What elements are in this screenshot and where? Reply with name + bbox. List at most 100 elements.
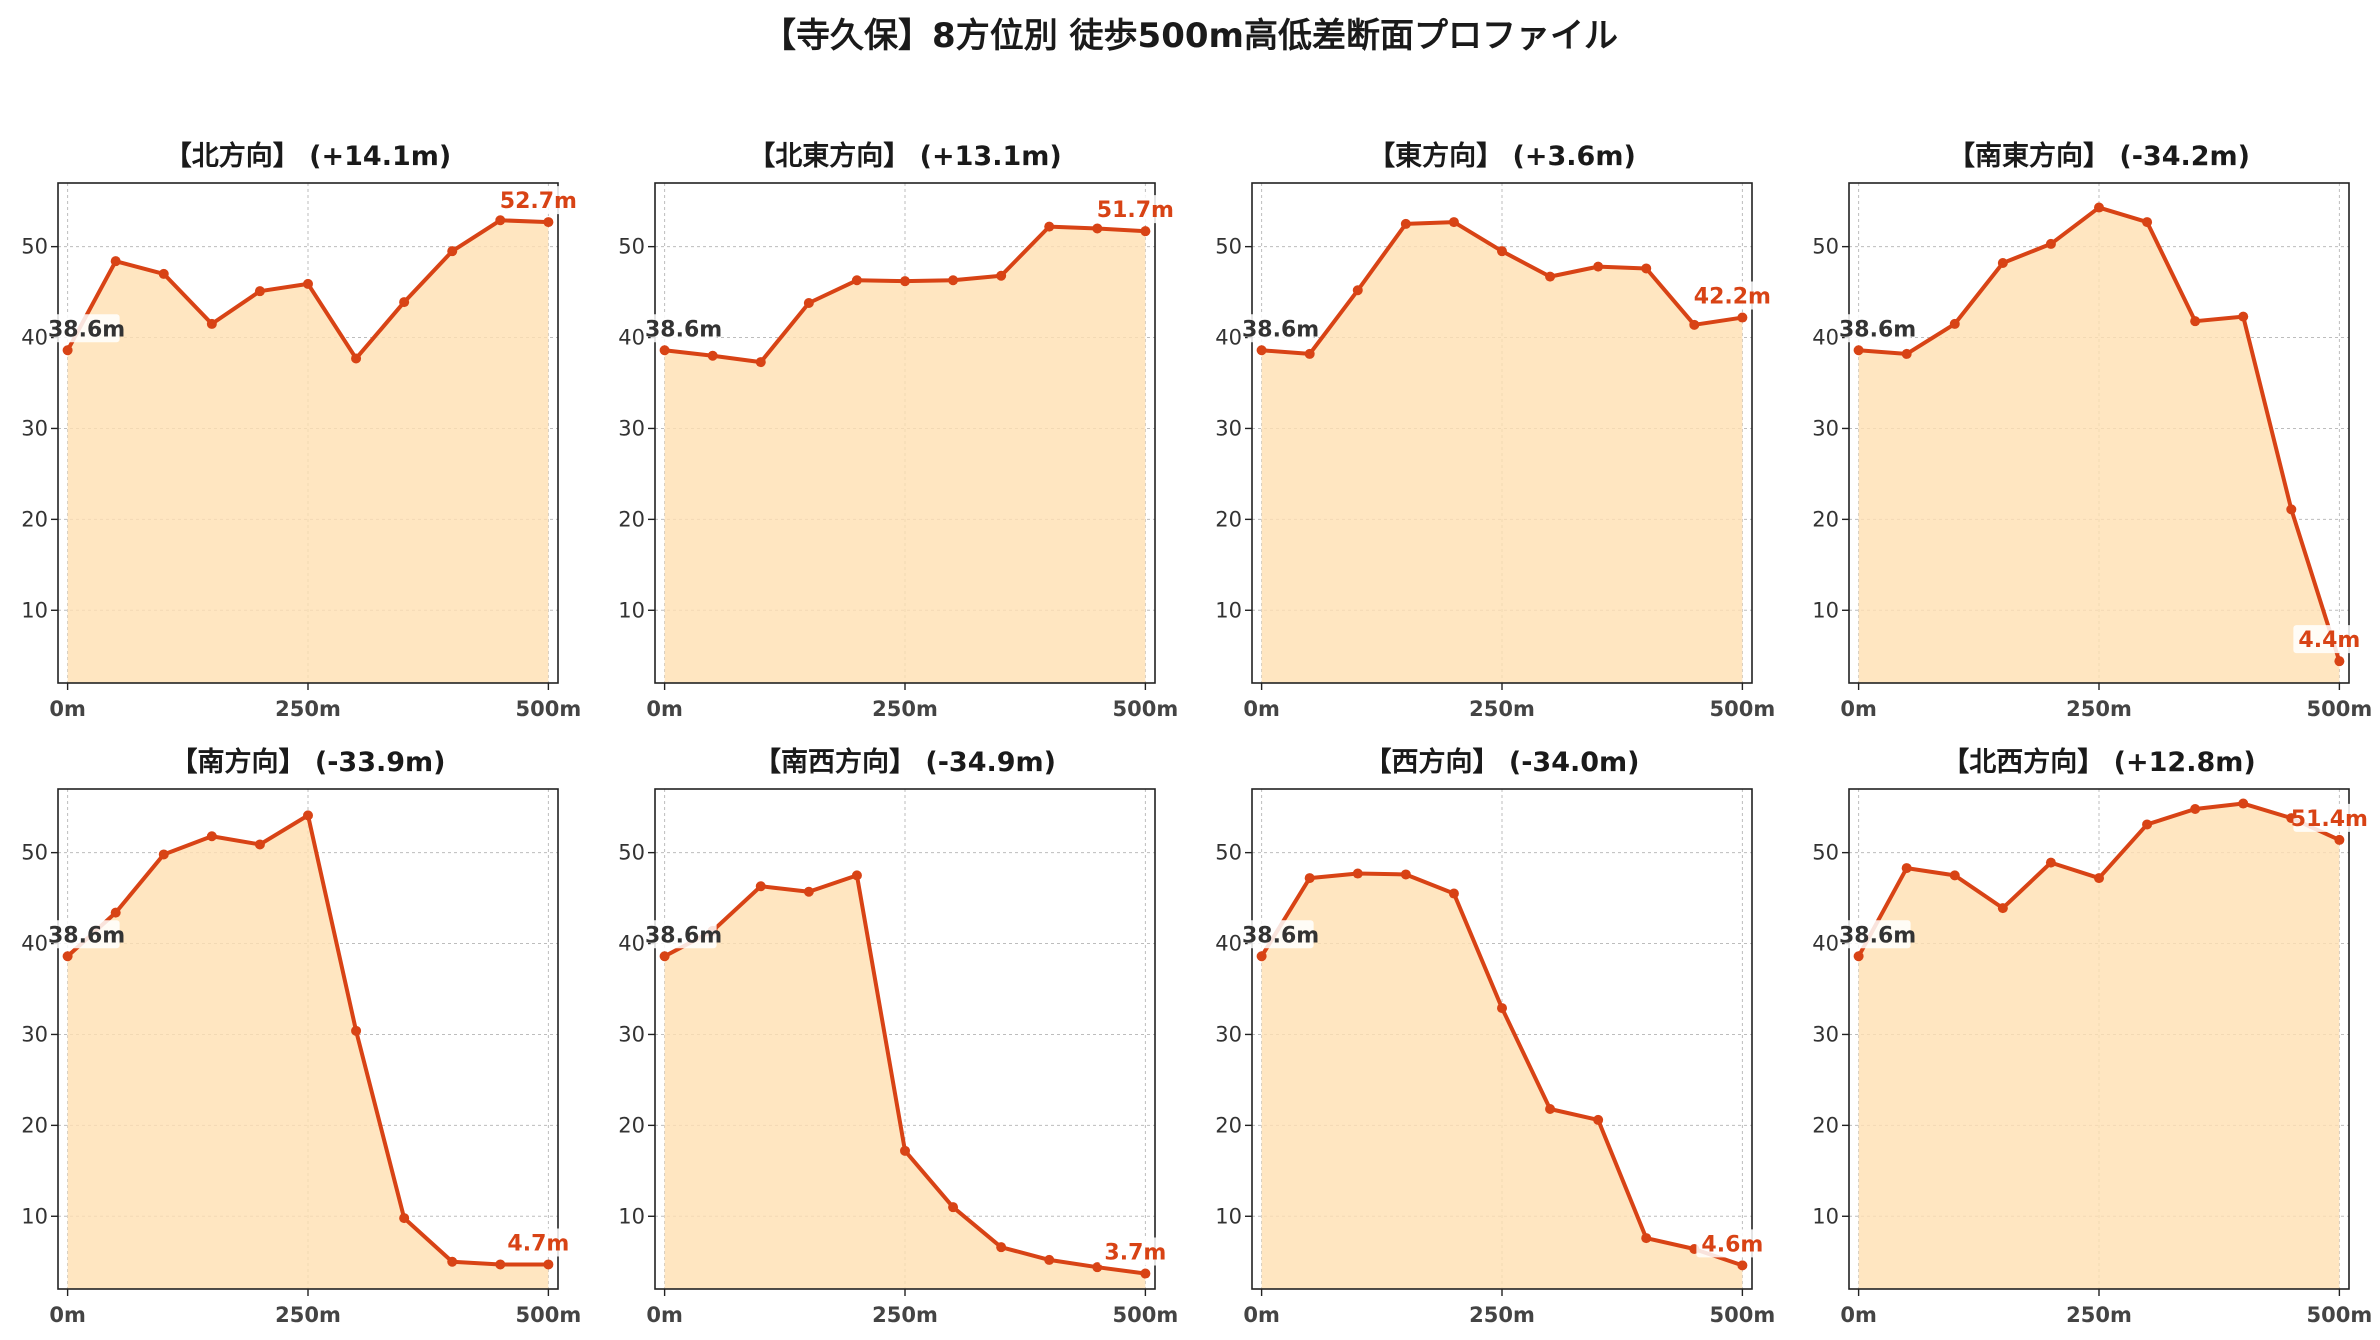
y-tick-label: 40 bbox=[618, 932, 645, 956]
data-point bbox=[1256, 345, 1267, 356]
data-point bbox=[1641, 1233, 1652, 1244]
panel-title: 【東方向】 (+3.6m) bbox=[1368, 140, 1636, 172]
y-tick-label: 50 bbox=[21, 841, 48, 865]
y-tick-label: 50 bbox=[618, 235, 645, 259]
end-elevation-label: 4.7m bbox=[502, 1228, 575, 1257]
x-tick-label: 500m bbox=[1113, 697, 1179, 721]
data-point bbox=[948, 275, 959, 286]
end-label-text: 51.4m bbox=[2291, 807, 2368, 832]
y-tick-label: 10 bbox=[1215, 598, 1242, 622]
y-tick-label: 40 bbox=[1215, 932, 1242, 956]
start-label-bg bbox=[1844, 314, 1911, 343]
y-tick-label: 50 bbox=[618, 841, 645, 865]
data-point bbox=[1853, 345, 1864, 356]
data-point bbox=[1737, 312, 1748, 323]
data-point bbox=[1044, 1254, 1055, 1265]
start-label-text: 38.6m bbox=[645, 923, 722, 948]
data-point bbox=[254, 286, 265, 297]
data-point bbox=[1140, 1268, 1151, 1279]
data-point bbox=[1256, 951, 1267, 962]
data-point bbox=[1448, 217, 1459, 228]
elevation-area bbox=[664, 875, 1146, 1289]
data-point bbox=[2142, 217, 2153, 228]
panel-title: 【北東方向】 (+13.1m) bbox=[748, 140, 1061, 172]
y-tick-label: 30 bbox=[1812, 416, 1839, 440]
data-point bbox=[1400, 869, 1411, 880]
data-point bbox=[2238, 798, 2249, 809]
start-elevation-label: 38.6m bbox=[1839, 314, 1916, 343]
data-point bbox=[1641, 263, 1652, 274]
start-elevation-label: 38.6m bbox=[1242, 314, 1319, 343]
data-point bbox=[206, 318, 217, 329]
x-tick-label: 500m bbox=[1113, 1303, 1179, 1327]
y-tick-label: 20 bbox=[1812, 507, 1839, 531]
panel-title: 【北西方向】 (+12.8m) bbox=[1942, 746, 2255, 778]
data-point bbox=[351, 1025, 362, 1036]
data-point bbox=[1044, 221, 1055, 232]
elevation-area bbox=[1261, 873, 1743, 1289]
data-point bbox=[62, 345, 73, 356]
end-label-bg bbox=[2293, 625, 2366, 654]
data-point bbox=[1545, 271, 1556, 282]
end-label-text: 52.7m bbox=[500, 189, 577, 214]
start-label-bg bbox=[650, 920, 717, 949]
end-elevation-label: 3.7m bbox=[1099, 1237, 1172, 1266]
data-point bbox=[399, 297, 410, 308]
data-point bbox=[543, 1259, 554, 1270]
data-point bbox=[110, 907, 121, 918]
panel-title: 【北方向】 (+14.1m) bbox=[165, 140, 451, 172]
data-point bbox=[1545, 1104, 1556, 1114]
start-label-text: 38.6m bbox=[1242, 317, 1319, 342]
start-elevation-label: 38.6m bbox=[48, 314, 125, 343]
data-point bbox=[2045, 238, 2056, 249]
data-point bbox=[1901, 863, 1912, 874]
x-tick-label: 0m bbox=[1840, 697, 1877, 721]
x-tick-label: 0m bbox=[646, 1303, 683, 1327]
elevation-area bbox=[67, 815, 549, 1289]
data-point bbox=[399, 1213, 410, 1224]
y-tick-label: 30 bbox=[21, 416, 48, 440]
x-tick-label: 0m bbox=[49, 697, 86, 721]
data-point bbox=[543, 217, 554, 228]
x-tick-label: 500m bbox=[516, 1303, 582, 1327]
y-tick-label: 10 bbox=[21, 1204, 48, 1228]
data-point bbox=[2190, 316, 2201, 327]
end-label-bg bbox=[1696, 281, 1769, 310]
data-point bbox=[1352, 868, 1363, 879]
data-point bbox=[948, 1202, 959, 1213]
end-label-bg bbox=[502, 1228, 575, 1257]
start-label-bg bbox=[650, 314, 717, 343]
x-tick-label: 0m bbox=[49, 1303, 86, 1327]
data-point bbox=[2045, 857, 2056, 868]
end-label-bg bbox=[502, 186, 575, 215]
y-tick-label: 40 bbox=[1215, 326, 1242, 350]
start-elevation-label: 38.6m bbox=[1839, 920, 1916, 949]
y-tick-label: 30 bbox=[1215, 416, 1242, 440]
data-point bbox=[851, 870, 862, 881]
y-tick-label: 50 bbox=[1812, 841, 1839, 865]
y-tick-label: 40 bbox=[1812, 932, 1839, 956]
end-label-text: 3.7m bbox=[1104, 1241, 1166, 1266]
y-tick-label: 20 bbox=[21, 507, 48, 531]
data-point bbox=[1400, 218, 1411, 229]
data-point bbox=[2286, 504, 2297, 515]
data-point bbox=[2334, 834, 2345, 845]
y-tick-label: 50 bbox=[21, 235, 48, 259]
data-point bbox=[1949, 870, 1960, 881]
start-elevation-label: 38.6m bbox=[645, 920, 722, 949]
data-point bbox=[1737, 1260, 1748, 1271]
data-point bbox=[447, 1256, 458, 1267]
start-label-text: 38.6m bbox=[48, 317, 125, 342]
data-point bbox=[303, 810, 313, 821]
x-tick-label: 500m bbox=[2307, 697, 2373, 721]
panel-title: 【南方向】 (-33.9m) bbox=[170, 746, 445, 778]
end-elevation-label: 51.4m bbox=[2291, 803, 2368, 832]
start-label-bg bbox=[53, 314, 120, 343]
x-tick-label: 500m bbox=[516, 697, 582, 721]
end-label-text: 51.7m bbox=[1097, 198, 1174, 223]
start-label-text: 38.6m bbox=[1839, 923, 1916, 948]
y-tick-label: 10 bbox=[618, 598, 645, 622]
